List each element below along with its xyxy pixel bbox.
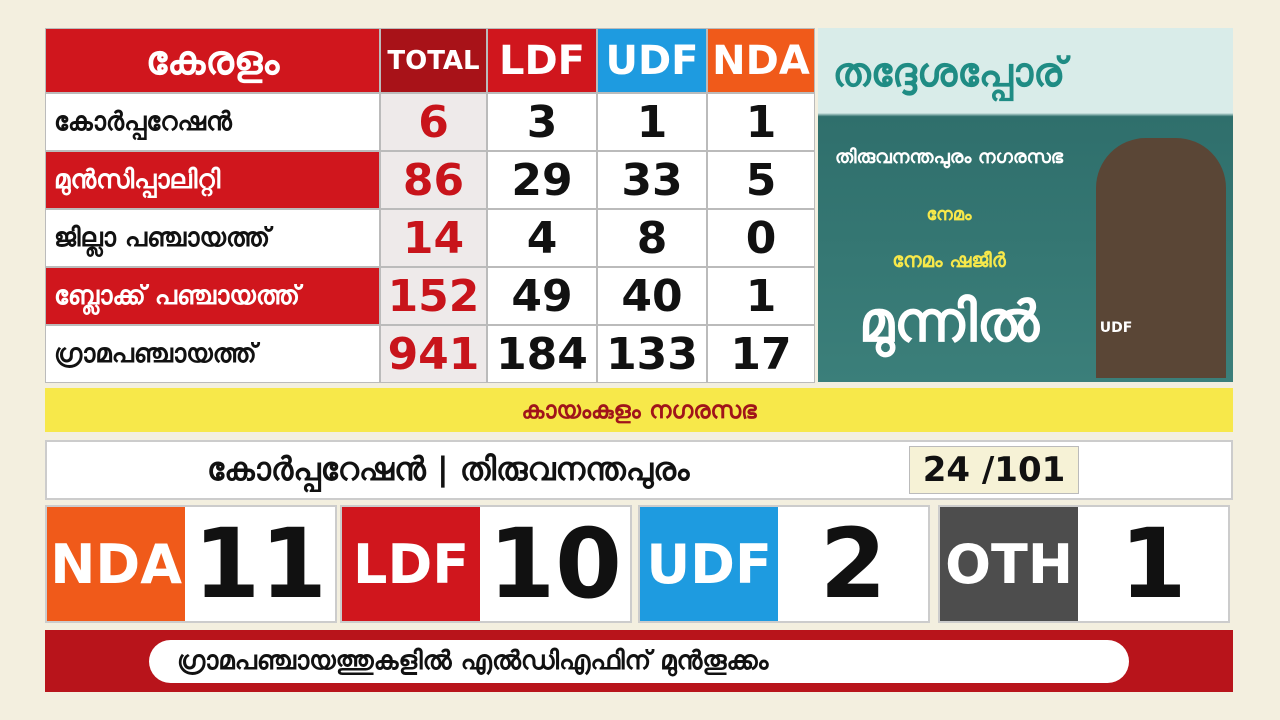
score-seats: 2 [778, 507, 928, 621]
row-value: 17 [707, 325, 815, 383]
score-seats: 10 [480, 507, 630, 621]
results-table: കേരളം TOTAL LDF UDF NDA കോർപ്പറേഷൻ 6 3 1 1 മുൻസിപ്… [45, 28, 815, 383]
score-seats: 1 [1078, 507, 1228, 621]
candidate-panel: തദ്ദേശപ്പോര് തിരുവനന്തപുരം നഗരസഭ നേമം നേ… [818, 28, 1233, 382]
score-party: LDF [342, 507, 481, 621]
banner: കായംകുളം നഗരസഭ [45, 388, 1233, 432]
header-cell: NDA [707, 28, 815, 93]
score-box: OTH 1 [938, 505, 1230, 623]
header-cell: UDF [597, 28, 707, 93]
row-value: 8 [597, 209, 707, 267]
corporation-count: 24 /101 [909, 446, 1079, 494]
row-label: ജില്ലാ പഞ്ചായത്ത് [45, 209, 380, 267]
panel-candidate: നേമം ഷജീർ [892, 248, 1006, 272]
candidate-photo [1096, 138, 1226, 378]
row-label: ബ്ലോക്ക് പഞ്ചായത്ത് [45, 267, 380, 325]
ticker: ഗ്രാമപഞ്ചായത്തുകളിൽ എൽഡിഎഫിന് മുൻതൂക്കം [45, 630, 1233, 692]
panel-status: മുന്നിൽ [858, 290, 1040, 355]
score-party: OTH [940, 507, 1079, 621]
header-cell: LDF [487, 28, 597, 93]
row-value: 1 [707, 267, 815, 325]
panel-body: തിരുവനന്തപുരം നഗരസഭ [834, 146, 1064, 168]
row-value: 941 [380, 325, 487, 383]
score-box: NDA 11 [45, 505, 337, 623]
row-value: 4 [487, 209, 597, 267]
header-cell: TOTAL [380, 28, 487, 93]
row-value: 40 [597, 267, 707, 325]
score-box: LDF 10 [340, 505, 632, 623]
panel-ward: നേമം [926, 204, 972, 225]
row-value: 184 [487, 325, 597, 383]
row-value: 86 [380, 151, 487, 209]
row-value: 29 [487, 151, 597, 209]
score-box: UDF 2 [638, 505, 930, 623]
row-value: 5 [707, 151, 815, 209]
row-value: 0 [707, 209, 815, 267]
panel-title: തദ്ദേശപ്പോര് [832, 50, 1066, 96]
row-value: 3 [487, 93, 597, 151]
corporation-label: കോർപ്പറേഷൻ | തിരുവനന്തപുരം [207, 450, 690, 488]
score-party: UDF [640, 507, 779, 621]
header-cell: കേരളം [45, 28, 380, 93]
row-label: മുൻസിപ്പാലിറ്റി [45, 151, 380, 209]
row-label: കോർപ്പറേഷൻ [45, 93, 380, 151]
row-value: 14 [380, 209, 487, 267]
row-value: 33 [597, 151, 707, 209]
row-value: 6 [380, 93, 487, 151]
row-value: 133 [597, 325, 707, 383]
row-value: 1 [707, 93, 815, 151]
row-value: 49 [487, 267, 597, 325]
ticker-text: ഗ്രാമപഞ്ചായത്തുകളിൽ എൽഡിഎഫിന് മുൻതൂക്കം [149, 639, 1129, 683]
score-party: NDA [47, 507, 186, 621]
row-label: ഗ്രാമപഞ്ചായത്ത് [45, 325, 380, 383]
row-value: 152 [380, 267, 487, 325]
party-logo: UDF [1099, 320, 1133, 336]
score-seats: 11 [185, 507, 335, 621]
corporation-bar: കോർപ്പറേഷൻ | തിരുവനന്തപുരം 24 /101 [45, 440, 1233, 500]
row-value: 1 [597, 93, 707, 151]
